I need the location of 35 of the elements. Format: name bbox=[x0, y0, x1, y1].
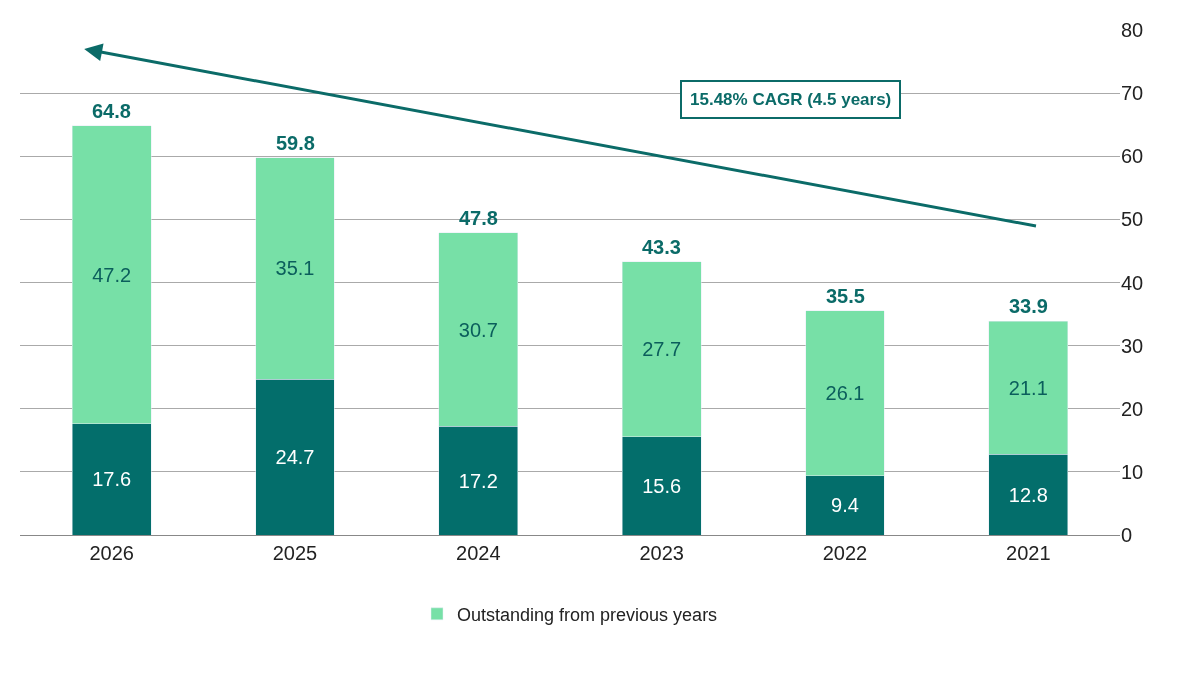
legend-label: Outstanding from previous years bbox=[457, 604, 718, 625]
data-label: 17.2 bbox=[458, 469, 498, 492]
data-label: 47.2 bbox=[92, 263, 132, 286]
data-label: 9.4 bbox=[831, 494, 859, 517]
y-tick-label: 30 bbox=[1121, 334, 1144, 357]
x-tick-label: 2026 bbox=[89, 542, 134, 564]
data-label: 21.1 bbox=[1008, 376, 1048, 399]
x-tick-label: 2021 bbox=[1006, 542, 1051, 564]
data-label: 26.1 bbox=[825, 382, 865, 405]
total-label: 35.5 bbox=[826, 285, 865, 307]
y-tick-label: 60 bbox=[1121, 145, 1144, 168]
total-label: 64.8 bbox=[92, 100, 131, 122]
data-label: 24.7 bbox=[275, 446, 315, 469]
y-tick-label: 0 bbox=[1121, 524, 1133, 546]
x-tick-label: 2022 bbox=[822, 542, 868, 564]
data-label: 12.8 bbox=[1008, 483, 1048, 506]
data-label: 15.6 bbox=[642, 474, 682, 497]
y-tick-label: 10 bbox=[1121, 460, 1144, 483]
y-tick-label: 70 bbox=[1121, 82, 1144, 105]
y-tick-label: 40 bbox=[1121, 271, 1144, 294]
data-label: 30.7 bbox=[458, 318, 498, 341]
data-label: 35.1 bbox=[275, 257, 315, 280]
y-tick-label: 50 bbox=[1121, 208, 1144, 231]
data-label: 17.6 bbox=[92, 468, 132, 491]
total-label: 59.8 bbox=[276, 132, 315, 154]
total-label: 43.3 bbox=[642, 236, 681, 258]
data-label: 27.7 bbox=[642, 338, 682, 361]
x-tick-label: 2023 bbox=[639, 542, 684, 564]
x-tick-label: 2024 bbox=[456, 542, 501, 564]
total-label: 47.8 bbox=[459, 207, 498, 229]
total-label: 33.9 bbox=[1009, 295, 1048, 317]
x-tick-label: 2025 bbox=[272, 542, 318, 564]
y-tick-label: 80 bbox=[1121, 19, 1144, 41]
y-tick-label: 20 bbox=[1121, 397, 1144, 420]
annotation: 15.48% CAGR (4.5 years) bbox=[690, 90, 892, 109]
